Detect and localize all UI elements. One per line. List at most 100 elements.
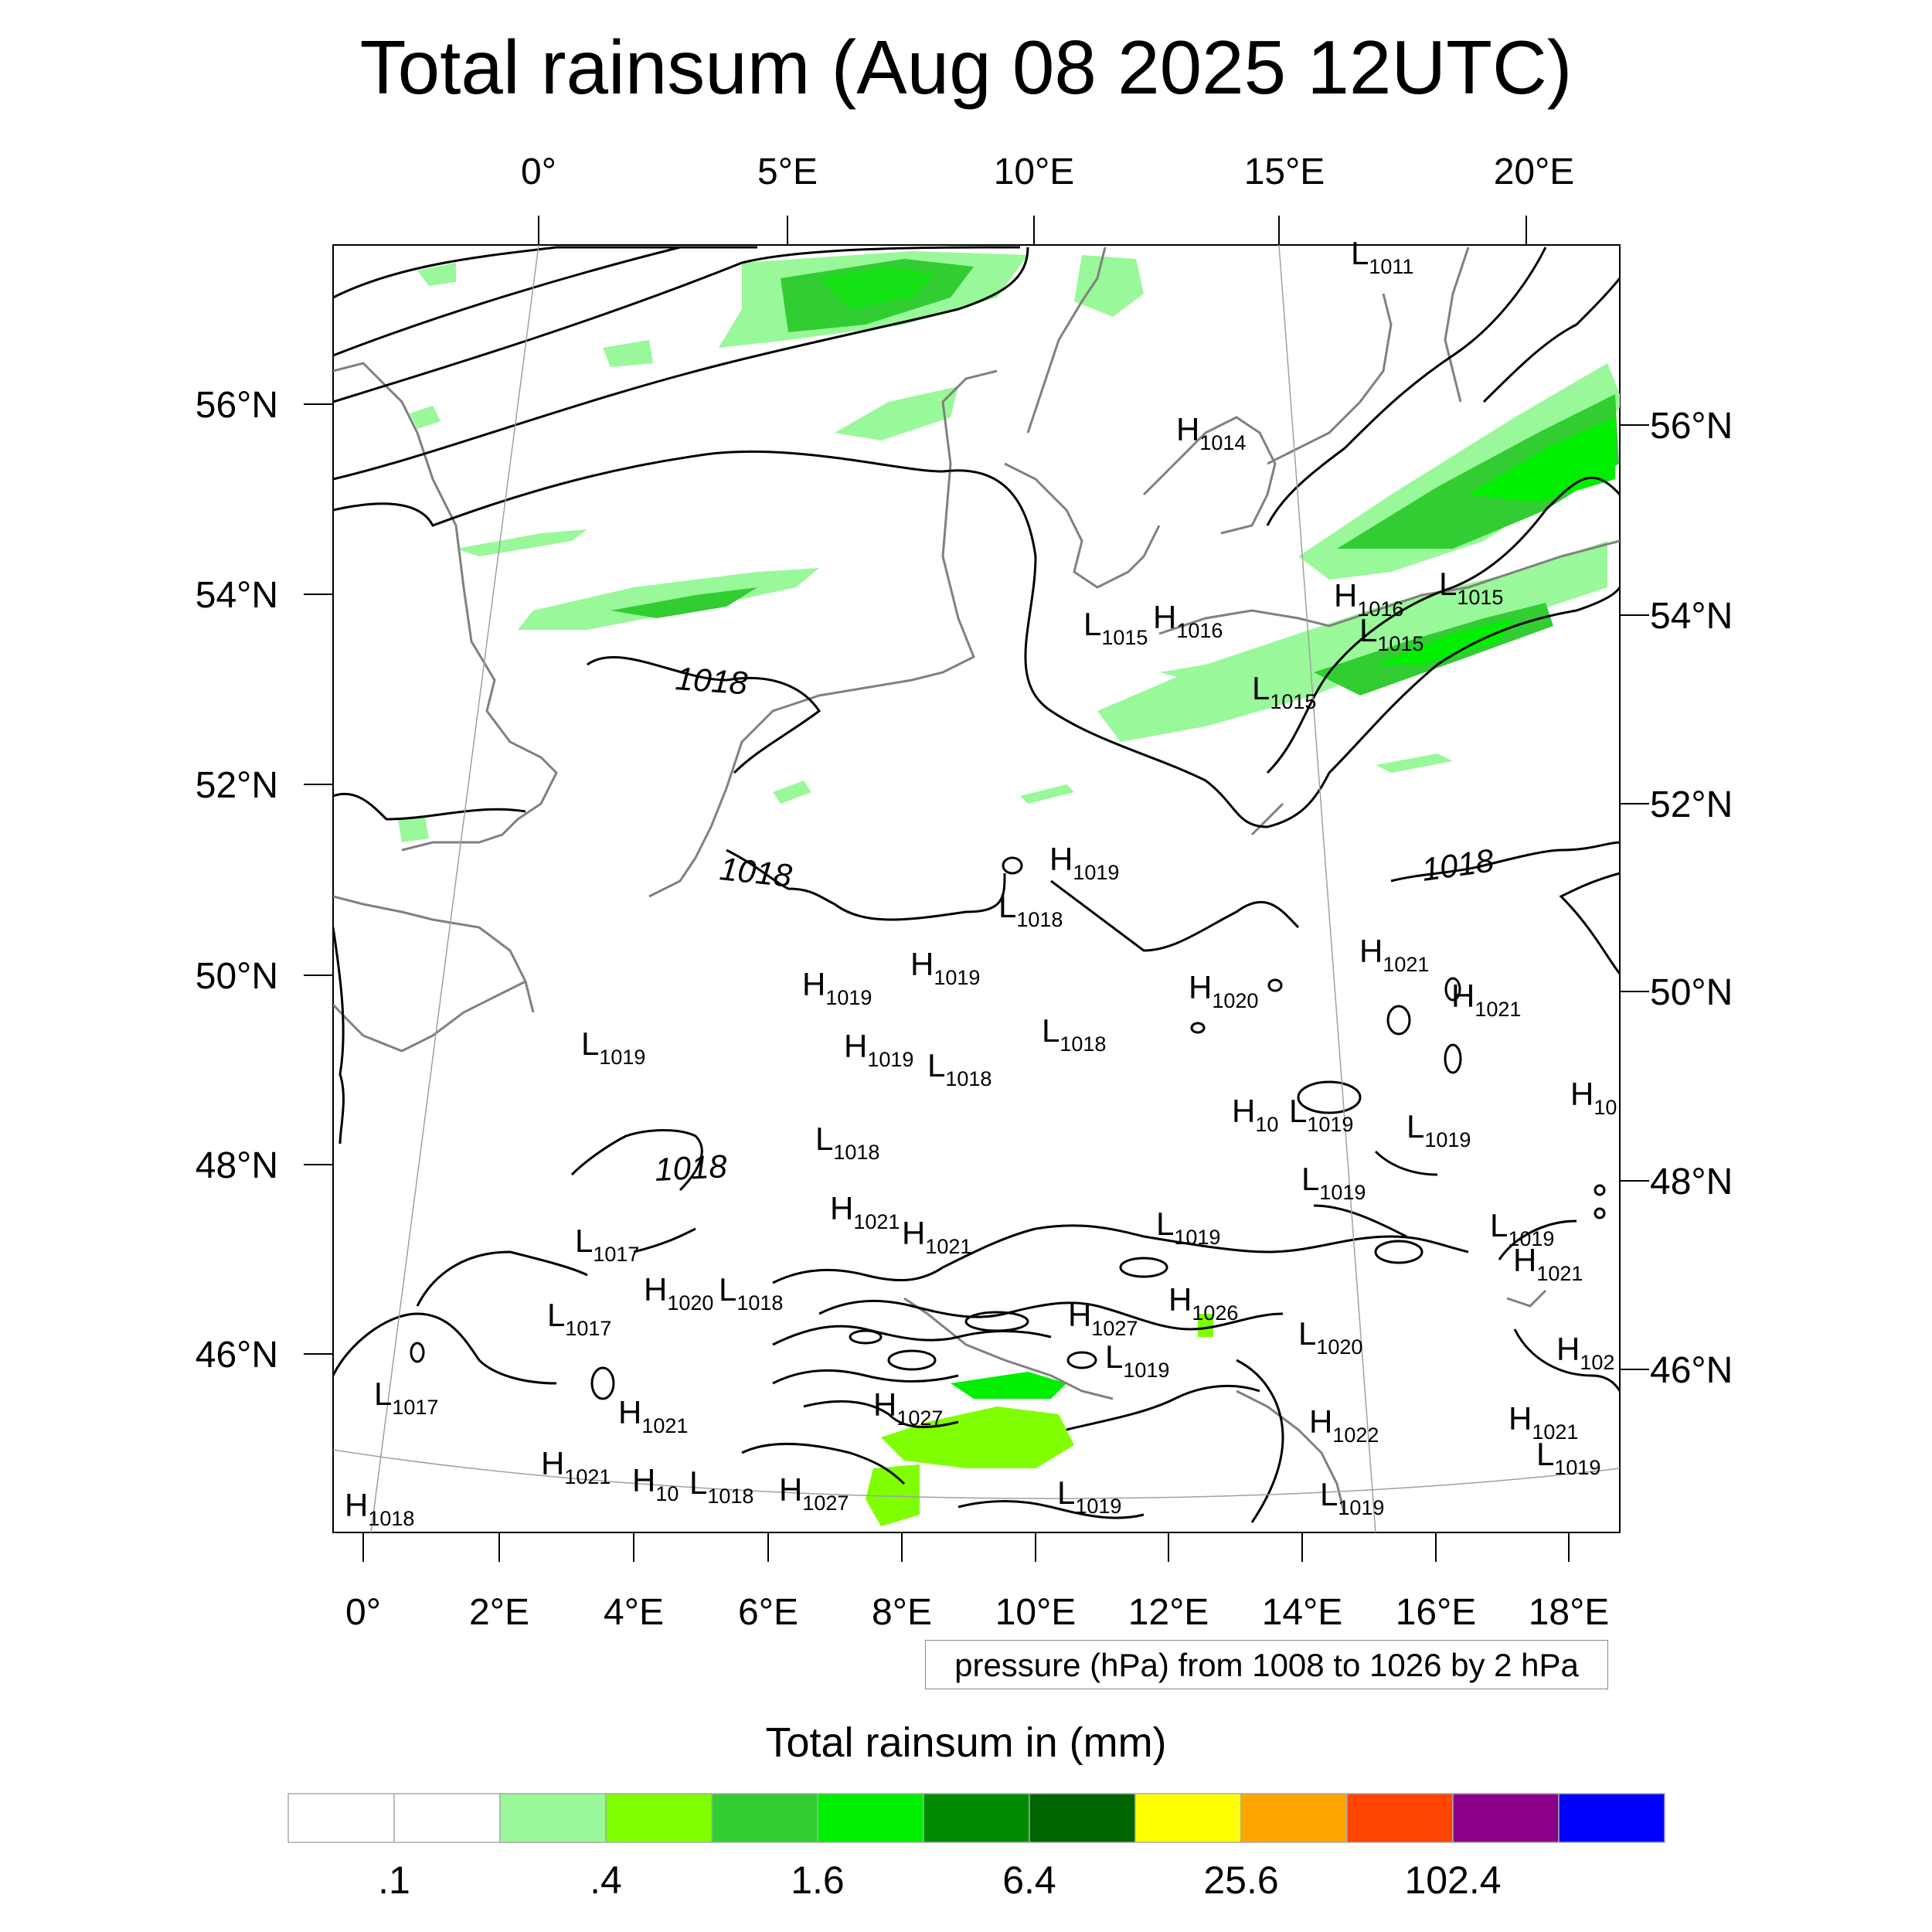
low-pressure-center: L1018 <box>815 1121 879 1164</box>
left-lat-label: 48°N <box>196 1145 278 1186</box>
top-lon-label: 20°E <box>1494 151 1575 192</box>
low-pressure-center: L1019 <box>1105 1338 1169 1382</box>
top-lon-label: 5°E <box>757 151 818 192</box>
high-pressure-center: H1021 <box>1509 1400 1578 1444</box>
high-pressure-center: H1020 <box>1189 969 1258 1012</box>
high-pressure-center: H1027 <box>873 1386 943 1430</box>
colorbar-box <box>287 1793 395 1843</box>
colorbar-box <box>1240 1793 1348 1843</box>
low-pressure-center: L1018 <box>927 1047 992 1090</box>
chart-title: Total rainsum (Aug 08 2025 12UTC) <box>359 25 1573 110</box>
high-pressure-center: H1021 <box>1513 1242 1583 1285</box>
low-pressure-center: L1018 <box>719 1271 783 1315</box>
colorbar-box <box>711 1793 818 1843</box>
low-pressure-center: L1015 <box>1252 670 1316 713</box>
colorbar-tick-label: 102.4 <box>1404 1859 1501 1902</box>
bottom-lon-label: 10°E <box>995 1592 1077 1633</box>
colorbar-box <box>1346 1793 1454 1843</box>
low-pressure-center: L1017 <box>575 1223 639 1266</box>
colorbar-tick-label: .1 <box>378 1859 410 1902</box>
colorbar: .1 .4 1.6 6.4 25.6 102.4 <box>287 1793 1665 1902</box>
colorbar-tick-label: 6.4 <box>1002 1859 1056 1902</box>
bottom-lon-label: 14°E <box>1262 1592 1343 1633</box>
contour-label: 1018 <box>718 850 794 894</box>
low-pressure-center: L1015 <box>1083 606 1148 649</box>
colorbar-box <box>393 1793 501 1843</box>
high-pressure-center: H1014 <box>1176 411 1246 454</box>
low-pressure-center: L1019 <box>1156 1206 1220 1249</box>
right-lat-label: 50°N <box>1650 972 1733 1013</box>
right-lat-label: 52°N <box>1650 784 1733 825</box>
low-pressure-center: L1019 <box>1301 1161 1366 1204</box>
left-lat-label: 52°N <box>196 765 278 806</box>
left-lat-label: 56°N <box>196 385 278 426</box>
low-pressure-center: L1019 <box>1289 1093 1353 1136</box>
isobar-contours <box>333 246 1620 1523</box>
high-pressure-center: H1016 <box>1153 599 1223 642</box>
left-lat-label: 54°N <box>196 575 278 616</box>
map-frame <box>332 244 1621 1533</box>
colorbar-tick-label: 25.6 <box>1203 1859 1278 1902</box>
high-pressure-center: H1021 <box>830 1190 900 1233</box>
low-pressure-center: L1018 <box>1042 1012 1106 1056</box>
bottom-lon-label: 0° <box>345 1592 381 1633</box>
left-lat-label: 46°N <box>196 1335 278 1376</box>
right-lat-label: 56°N <box>1650 406 1733 447</box>
colorbar-box <box>1029 1793 1136 1843</box>
axis-ticks <box>304 216 1649 1562</box>
colorbar-box <box>923 1793 1030 1843</box>
bottom-lon-label: 18°E <box>1529 1592 1610 1633</box>
bottom-lon-label: 8°E <box>872 1592 932 1633</box>
colorbar-box <box>605 1793 713 1843</box>
low-pressure-center: L1019 <box>1320 1476 1384 1519</box>
colorbar-box <box>499 1793 607 1843</box>
high-pressure-center: H1021 <box>1359 933 1429 976</box>
colorbar-box <box>1134 1793 1242 1843</box>
top-lon-label: 10°E <box>994 151 1075 192</box>
contour-label: 1018 <box>654 1148 728 1188</box>
high-pressure-center: H10 <box>1232 1093 1278 1136</box>
graticule <box>333 245 1620 1532</box>
colorbar-title: Total rainsum in (mm) <box>765 1719 1167 1766</box>
high-pressure-center: H1022 <box>1309 1403 1379 1447</box>
coastlines <box>333 247 1620 1515</box>
colorbar-box <box>817 1793 924 1843</box>
high-pressure-center: H1019 <box>1049 841 1119 884</box>
high-pressure-center: H10 <box>1570 1076 1617 1119</box>
high-pressure-center: H1021 <box>618 1394 688 1437</box>
colorbar-box <box>1452 1793 1560 1843</box>
low-pressure-center: L1019 <box>1406 1108 1471 1151</box>
right-lat-label: 54°N <box>1650 596 1733 637</box>
bottom-lon-label: 16°E <box>1396 1592 1477 1633</box>
low-pressure-center: L1011 <box>1351 235 1413 278</box>
low-pressure-center: L1015 <box>1359 612 1423 655</box>
high-pressure-center: H1021 <box>1451 978 1521 1021</box>
contour-label: 1018 <box>674 660 749 701</box>
top-lon-label: 0° <box>521 151 556 192</box>
right-lat-label: 46°N <box>1650 1350 1733 1391</box>
high-pressure-center: H1026 <box>1168 1281 1238 1325</box>
high-pressure-center: H1019 <box>910 946 980 989</box>
high-pressure-center: H1018 <box>345 1487 414 1530</box>
high-pressure-center: H1027 <box>1068 1297 1138 1340</box>
low-pressure-center: L1019 <box>1536 1436 1600 1479</box>
low-pressure-center: L1019 <box>1057 1475 1121 1518</box>
low-pressure-center: L1019 <box>581 1026 645 1069</box>
colorbar-tick-label: 1.6 <box>791 1859 845 1902</box>
low-pressure-center: L1018 <box>689 1464 753 1508</box>
high-pressure-center: H1019 <box>802 966 872 1009</box>
low-pressure-center: L1020 <box>1298 1315 1362 1359</box>
high-pressure-center: H1021 <box>902 1215 971 1258</box>
right-lat-label: 48°N <box>1650 1162 1733 1202</box>
low-pressure-center: L1018 <box>998 888 1063 931</box>
bottom-lon-label: 6°E <box>738 1592 798 1633</box>
pressure-note: pressure (hPa) from 1008 to 1026 by 2 hP… <box>925 1640 1608 1689</box>
bottom-lon-label: 4°E <box>604 1592 664 1633</box>
bottom-lon-label: 2°E <box>469 1592 529 1633</box>
high-pressure-center: H1016 <box>1334 577 1403 621</box>
low-pressure-center: L1015 <box>1439 566 1503 609</box>
low-pressure-center: L1017 <box>374 1376 438 1419</box>
colorbar-box <box>1558 1793 1665 1843</box>
high-pressure-center: H1021 <box>541 1445 611 1488</box>
